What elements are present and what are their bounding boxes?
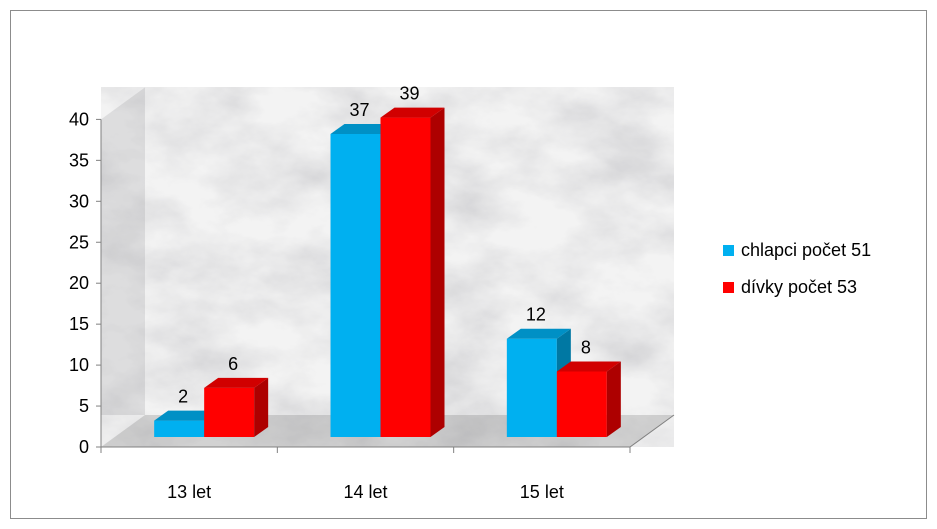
bar-top: [556, 361, 621, 372]
bar-front: [330, 133, 381, 437]
y-tick-label: 25: [69, 232, 89, 252]
x-tick-label: 15 let: [520, 482, 564, 502]
data-label: 39: [399, 84, 419, 104]
bar-side: [606, 361, 621, 437]
x-tick-label: 14 let: [343, 482, 387, 502]
data-label: 2: [178, 387, 188, 407]
side-wall-shade: [101, 87, 145, 448]
data-labels: 2 37 12 6 39 8: [178, 84, 591, 407]
bar-side: [430, 107, 445, 437]
axes: 0 5 10 15 20 25 30 35 40 13 let 14 let 15 let: [69, 109, 675, 502]
y-tick-label: 10: [69, 355, 89, 375]
legend-swatch-divky: [723, 281, 734, 293]
x-tick-label: 13 let: [167, 482, 211, 502]
y-tick-label: 40: [69, 109, 89, 129]
bar-divky-2: [556, 361, 621, 437]
bar-top: [506, 328, 571, 339]
bar-front: [556, 371, 607, 437]
bar-front: [380, 117, 431, 437]
bar-top: [380, 107, 445, 118]
legend-item-divky: dívky počet 53: [723, 275, 871, 299]
bar-divky-0: [204, 377, 269, 437]
bar-top: [330, 123, 395, 134]
bar-front: [154, 420, 205, 437]
y-tick-label: 15: [69, 314, 89, 334]
data-label: 12: [526, 305, 546, 325]
bar-top: [154, 410, 219, 421]
bars: [154, 107, 621, 437]
legend-label-divky: dívky počet 53: [741, 276, 858, 297]
y-tick-label: 20: [69, 273, 89, 293]
bar-front: [506, 338, 557, 437]
bar-divky-1: [380, 107, 445, 437]
legend-label-chlapci: chlapci počet 51: [741, 239, 872, 260]
legend: chlapci počet 51 dívky počet 53: [723, 238, 871, 312]
legend-item-chlapci: chlapci počet 51: [723, 238, 871, 262]
data-label: 6: [228, 354, 238, 374]
data-label: 8: [581, 337, 591, 357]
y-tick-label: 0: [79, 437, 89, 457]
floor-edge: [629, 414, 675, 448]
y-tick-label: 5: [79, 396, 89, 416]
legend-swatch-chlapci: [723, 244, 734, 256]
bar-side: [254, 377, 269, 437]
bar-top: [204, 377, 269, 388]
data-label: 37: [349, 100, 369, 120]
y-tick-label: 35: [69, 150, 89, 170]
side-wall: [101, 87, 145, 448]
y-tick-label: 30: [69, 191, 89, 211]
bar-front: [204, 387, 255, 437]
